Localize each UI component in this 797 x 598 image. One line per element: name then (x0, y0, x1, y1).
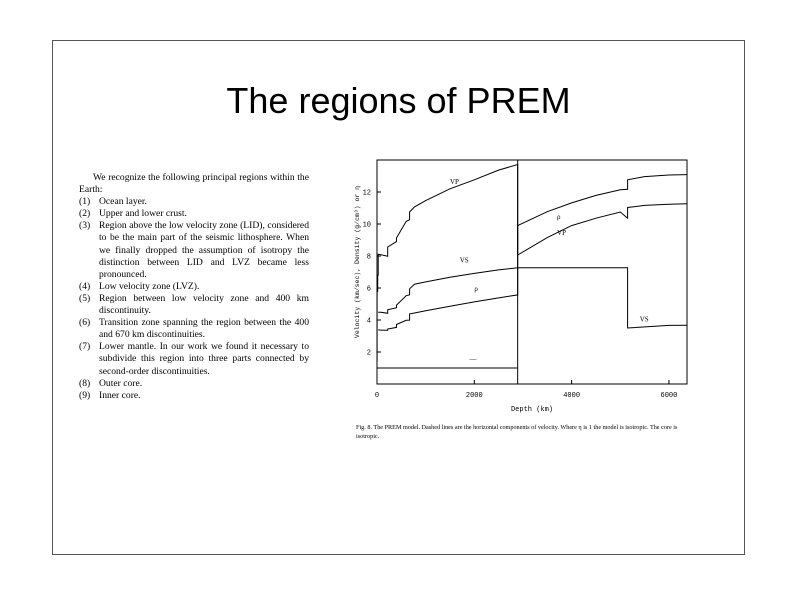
x-tick-label: 0 (375, 392, 379, 400)
region-item: (3) Region above the low velocity zone (L… (79, 220, 309, 280)
region-text: Region between low velocity zone and 400… (99, 292, 309, 317)
region-item: (8) Outer core. (79, 378, 309, 390)
curve-label: VP (450, 178, 459, 186)
regions-list-block: We recognize the following principal reg… (79, 172, 309, 402)
y-tick-label: 4 (367, 318, 371, 326)
region-number: (7) (79, 341, 91, 353)
region-item: (5) Region between low velocity zone and … (79, 293, 309, 317)
curve-label: ρ (557, 213, 561, 221)
curve-label: VP (557, 229, 566, 237)
regions-list: (1) Ocean layer. (2) Upper and lower crust.… (79, 196, 309, 402)
y-tick-label: 8 (367, 254, 371, 262)
region-number: (5) (79, 292, 91, 304)
region-number: (1) (79, 196, 91, 208)
slide-frame (52, 40, 745, 555)
y-tick-label: 10 (363, 222, 371, 230)
region-text: Region above the low velocity zone (LID)… (99, 220, 309, 280)
curve-label: VS (640, 316, 649, 324)
region-number: (4) (79, 280, 91, 292)
x-tick-label: 6000 (661, 392, 678, 400)
region-item: (6) Transition zone spanning the region b… (79, 317, 309, 341)
y-tick-label: 2 (367, 350, 371, 358)
region-item: (7) Lower mantle. In our work we found it… (79, 341, 309, 377)
curve-label: ρ (474, 285, 478, 293)
curve-label: — (468, 356, 477, 364)
region-text: Outer core. (99, 377, 143, 389)
region-item: (4) Low velocity zone (LVZ). (79, 281, 309, 293)
regions-intro: We recognize the following principal reg… (79, 172, 309, 196)
region-text: Low velocity zone (LVZ). (99, 280, 200, 292)
y-tick-label: 12 (363, 190, 371, 198)
region-item: (1) Ocean layer. (79, 196, 309, 208)
y-axis-label: Velocity (km/sec), Density (g/cm³) or η (354, 186, 361, 338)
slide-title: The regions of PREM (226, 80, 571, 121)
region-number: (9) (79, 389, 91, 401)
region-text: Transition zone spanning the region betw… (99, 317, 309, 341)
chart-plot-area: 0 2000 4000 6000 2 4 6 8 10 12 Depth (km) Velocity … (354, 159, 688, 414)
region-item: (9) Inner core. (79, 390, 309, 402)
curve-label: VS (460, 256, 469, 264)
region-text: Lower mantle. In our work we found it ne… (99, 341, 309, 377)
series-line-2 (378, 174, 688, 331)
region-number: (8) (79, 377, 91, 389)
x-axis-label: Depth (km) (511, 406, 553, 414)
y-tick-label: 6 (367, 286, 371, 294)
series-line-0 (376, 163, 688, 362)
prem-chart: 0 2000 4000 6000 2 4 6 8 10 12 Depth (km) Velocity … (354, 159, 688, 414)
figure-caption: Fig. 8. The PREM model. Dashed lines are… (356, 424, 678, 440)
region-item: (2) Upper and lower crust. (79, 208, 309, 220)
region-number: (2) (79, 208, 91, 220)
region-text: Upper and lower crust. (99, 208, 187, 220)
plot-frame (376, 159, 688, 385)
region-number: (3) (79, 220, 91, 232)
region-number: (6) (79, 317, 91, 329)
region-text: Inner core. (99, 389, 141, 401)
x-tick-label: 2000 (466, 392, 483, 400)
region-text: Ocean layer. (99, 196, 147, 208)
x-tick-label: 4000 (563, 392, 580, 400)
series-line-1 (378, 267, 688, 329)
